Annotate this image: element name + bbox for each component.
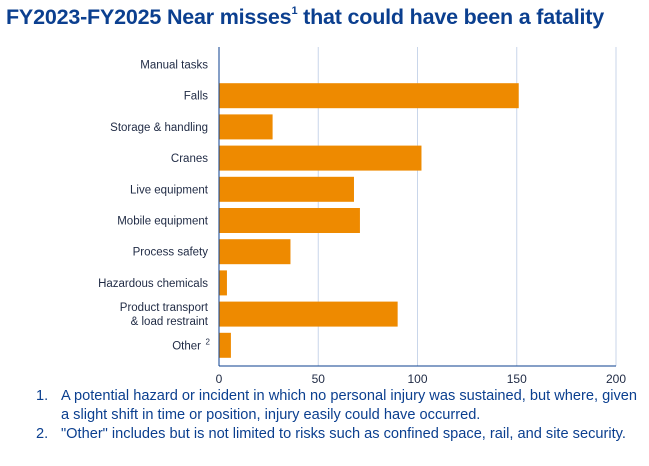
footnote-1-number: 1. <box>36 388 49 404</box>
x-tick-label-50: 50 <box>312 372 326 385</box>
footnote-1-text: A potential hazard or incident in which … <box>61 388 637 423</box>
category-label-9-superscript: 2 <box>206 337 211 346</box>
x-tick-labels: 0 50 100 150 200 <box>216 372 627 385</box>
footnotes: 1. A potential hazard or incident in whi… <box>36 387 646 444</box>
chart-title-main: FY2023-FY2025 Near misses <box>6 5 292 29</box>
bar-4 <box>219 176 354 202</box>
category-label-6: Process safety <box>133 247 209 259</box>
bar-5 <box>219 208 360 233</box>
category-label-0: Manual tasks <box>140 60 208 72</box>
bar-chart: Manual tasks Falls Storage & handling Crane… <box>98 47 627 385</box>
category-label-4: Live equipment <box>130 184 209 196</box>
category-labels: Manual tasks Falls Storage & handling Crane… <box>98 60 210 353</box>
chart-title: FY2023-FY2025 Near misses1 that could ha… <box>6 5 604 30</box>
x-tick-label-150: 150 <box>507 372 527 385</box>
bar-3 <box>219 145 422 171</box>
chart-title-suffix: that could have been a fatality <box>297 5 604 29</box>
x-tick-label-100: 100 <box>407 372 427 385</box>
category-label-8: Product transport & load restraint <box>120 302 209 328</box>
category-label-3: Cranes <box>171 153 208 165</box>
footnote-2-text: "Other" includes but is not limited to r… <box>61 426 626 442</box>
category-label-2: Storage & handling <box>110 122 208 134</box>
chart-title-footnote-marker: 1 <box>291 4 298 17</box>
bar-2 <box>219 114 273 140</box>
bar-8 <box>219 301 398 327</box>
bar-1 <box>219 83 519 109</box>
footnote-2: 2. "Other" includes but is not limited t… <box>36 425 646 444</box>
axes <box>218 47 616 367</box>
category-label-9: Other <box>172 340 201 352</box>
x-tick-label-200: 200 <box>606 372 626 385</box>
category-label-7: Hazardous chemicals <box>98 278 208 290</box>
bar-7 <box>219 270 227 296</box>
footnote-1: 1. A potential hazard or incident in whi… <box>36 387 646 425</box>
footnote-2-number: 2. <box>36 426 49 442</box>
category-label-1: Falls <box>184 91 209 103</box>
bars <box>219 83 519 358</box>
bar-9 <box>219 332 231 358</box>
category-label-5: Mobile equipment <box>117 216 209 228</box>
bar-6 <box>219 239 291 265</box>
x-tick-label-0: 0 <box>216 372 223 385</box>
